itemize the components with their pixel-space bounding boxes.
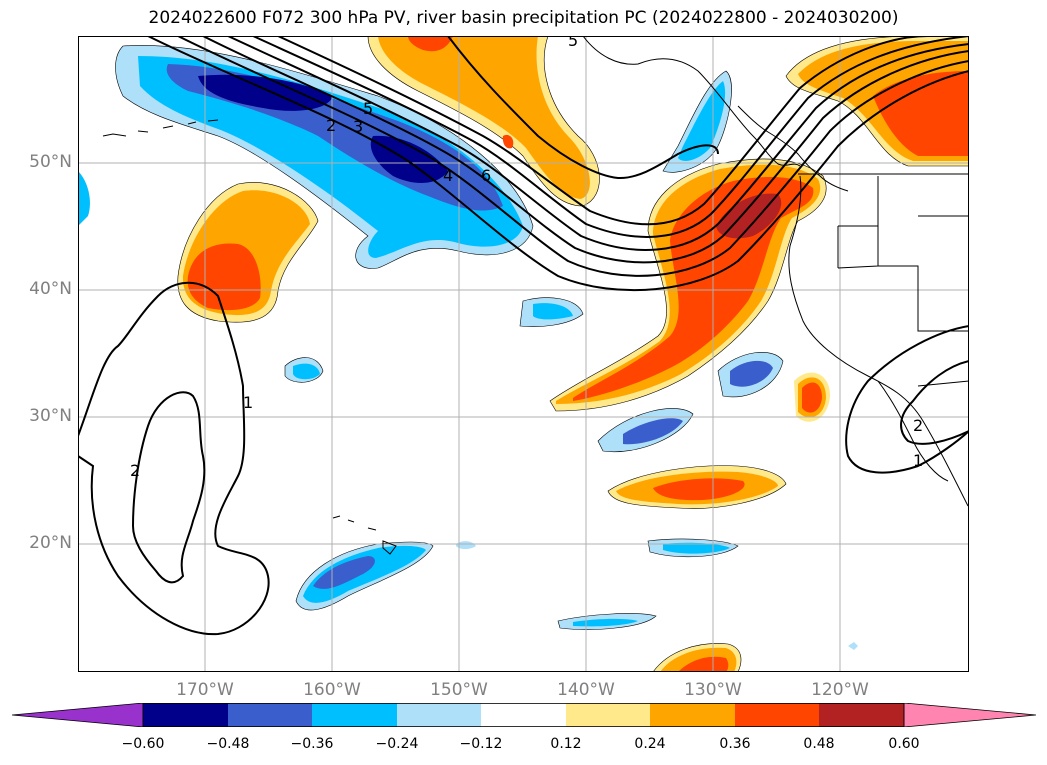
blue-patch-4-inner (623, 418, 683, 445)
pv-ridge-contour-3 (202, 36, 969, 264)
colorbar-tick: −0.12 (459, 736, 503, 752)
contour-labels: 2 3 5 4 6 5 1 2 1 2 (130, 36, 923, 480)
orange-northeast-inner (873, 71, 969, 156)
lat-label: 30°N (29, 406, 72, 426)
blue-left-edge (78, 171, 90, 226)
colorbar-swatch (312, 703, 397, 727)
colorbar-tick: 0.60 (888, 736, 920, 752)
contour-label: 1 (913, 451, 923, 470)
lon-label: 170°W (176, 680, 234, 700)
orange-top-center-inner (408, 36, 453, 52)
pv-trough-contour (447, 36, 719, 180)
contour-label: 2 (913, 416, 923, 435)
colorbar-tick: 0.24 (634, 736, 666, 752)
colorbar-swatch (735, 703, 819, 727)
orange-baja-blob-inner (802, 382, 822, 413)
colorbar-tick: 0.36 (719, 736, 751, 752)
colorbar-swatch (650, 703, 735, 727)
colorbar-swatch (228, 703, 312, 727)
orange-top-center-mid (378, 36, 590, 199)
colorbar-swatch (566, 703, 650, 727)
colorbar-tick: 0.48 (803, 736, 835, 752)
contour-label: 2 (326, 116, 336, 135)
pv-ridge-contour-1 (147, 36, 969, 292)
blue-patch-1-inner (533, 303, 573, 320)
baja-coast (877, 380, 949, 482)
map-title: 2024022600 F072 300 hPa PV, river basin … (148, 8, 899, 28)
lat-label: 50°N (29, 152, 72, 172)
contour-label: 5 (568, 36, 578, 50)
hawaii-islands (332, 515, 397, 555)
contour-label: 3 (353, 117, 363, 136)
pv-ridge-contour-2 (177, 36, 969, 277)
lon-label: 130°W (684, 680, 742, 700)
colorbar-tick: −0.48 (206, 736, 250, 752)
pv-southeast-contour-2 (900, 360, 969, 445)
bc-coast (737, 105, 849, 192)
positive-precip-shading (177, 36, 969, 672)
blue-patch-6-inner (573, 618, 638, 627)
lon-label: 150°W (430, 680, 488, 700)
blue-band-northwest-mid (138, 56, 523, 258)
colorbar-swatch (397, 703, 481, 727)
alaska-coast (582, 36, 801, 167)
us-west-coast (788, 175, 969, 507)
pv-cutoff-low-outer (78, 281, 270, 636)
orange-top-dot (502, 134, 514, 149)
contour-label: 4 (443, 166, 453, 185)
contour-label: 1 (243, 393, 253, 412)
contour-label: 6 (481, 166, 491, 185)
colorbar-extend-high (903, 703, 1036, 727)
lon-label: 160°W (303, 680, 361, 700)
map-panel: 2 3 5 4 6 5 1 2 1 2 (78, 36, 969, 672)
blue-band-core-1 (198, 74, 333, 111)
colorbar-extend-low (12, 703, 144, 727)
colorbar-tick: 0.12 (550, 736, 582, 752)
blue-hawaii-band-inner (313, 556, 375, 589)
lon-label: 120°W (811, 680, 869, 700)
lat-label: 40°N (29, 279, 72, 299)
blue-patch-7 (456, 541, 476, 549)
blue-hawaii-band-mid (303, 545, 426, 603)
graticule (78, 36, 969, 672)
blue-band-core-2 (370, 135, 448, 183)
colorbar-tick: −0.60 (121, 736, 165, 752)
lon-label: 140°W (557, 680, 615, 700)
pv-cutoff-low-inner (131, 391, 206, 584)
aleutian-islands (102, 119, 219, 137)
orange-bottom-band-inner (678, 656, 729, 672)
blue-patch-2-inner (293, 363, 320, 380)
contour-label: 5 (363, 99, 373, 118)
contour-label: 2 (130, 461, 140, 480)
pv-ridge-contour-5 (252, 36, 969, 238)
pv-contours (78, 36, 969, 636)
blue-dot (848, 642, 858, 650)
blue-patch-3-inner (730, 360, 773, 387)
colorbar-tick: −0.24 (375, 736, 419, 752)
coastlines (102, 36, 969, 555)
colorbar (12, 703, 1036, 727)
pv-southeast-contour-1 (845, 325, 969, 474)
colorbar-swatch (143, 703, 228, 727)
pv-ridge-contour-4 (227, 36, 969, 251)
orange-west-blob-inner (187, 243, 261, 311)
colorbar-tick: −0.36 (290, 736, 334, 752)
state-borders (837, 176, 969, 332)
pv-ridge-contour-6 (277, 36, 929, 226)
colorbar-swatch (819, 703, 904, 727)
orange-south-band-inner (653, 478, 745, 501)
lat-label: 20°N (29, 533, 72, 553)
colorbar-swatch (481, 703, 566, 727)
negative-precip-shading (78, 45, 858, 650)
